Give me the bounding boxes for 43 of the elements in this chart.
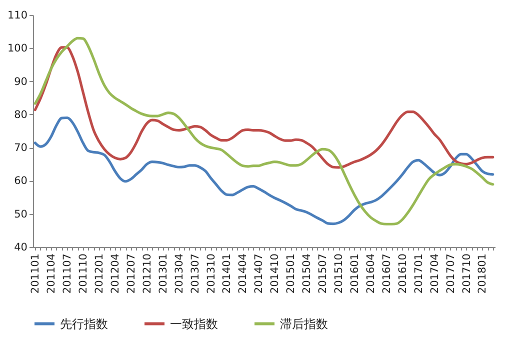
x-tick-label: 201307 — [189, 254, 202, 294]
x-tick-label: 201504 — [301, 253, 314, 294]
y-tick-label: 80 — [14, 108, 28, 121]
x-tick-label: 201201 — [94, 254, 106, 294]
x-tick-label: 201110 — [78, 254, 90, 294]
y-tick-label: 110 — [7, 10, 28, 22]
x-tick-label: 201501 — [285, 254, 298, 294]
line-series — [34, 116, 494, 226]
x-tick-label: 201407 — [253, 254, 266, 294]
x-tick-label: 201610 — [396, 254, 409, 294]
x-tick-label: 201107 — [62, 254, 74, 294]
x-tick-label: 201404 — [237, 253, 250, 294]
x-tick-label: 201101 — [30, 254, 42, 294]
x-tick-label: 201707 — [444, 254, 457, 294]
x-tick-label: 201204 — [109, 253, 122, 294]
x-tick-label: 201304 — [173, 253, 186, 294]
line-series — [34, 36, 494, 226]
x-tick-label: 201410 — [269, 254, 282, 294]
x-tick-label: 201701 — [412, 254, 425, 294]
y-tick-label: 50 — [14, 208, 28, 220]
x-tick-label: 201710 — [460, 254, 473, 294]
x-tick-label: 201507 — [317, 254, 330, 294]
x-tick-label: 201510 — [333, 254, 346, 294]
x-tick-label: 201207 — [125, 254, 138, 294]
x-tick-label: 201301 — [157, 254, 170, 294]
y-tick-label: 40 — [14, 242, 28, 254]
legend-label: 滞后指数 — [280, 316, 328, 331]
legend-label: 先行指数 — [60, 316, 108, 331]
x-tick-label: 201601 — [348, 254, 361, 294]
legend-label: 一致指数 — [170, 316, 218, 331]
y-tick-label: 90 — [14, 76, 28, 88]
x-tick-label: 201310 — [205, 254, 218, 294]
line-series — [34, 46, 494, 169]
x-tick-label: 201801 — [476, 254, 489, 294]
x-tick-label: 201604 — [364, 253, 377, 294]
x-tick-label: 201607 — [380, 254, 393, 294]
y-tick-label: 70 — [14, 142, 28, 154]
x-tick-label: 201104 — [46, 253, 58, 294]
x-tick-label: 201704 — [428, 253, 441, 294]
y-tick-label: 100 — [7, 42, 28, 55]
x-tick-label: 201210 — [141, 254, 154, 294]
x-tick-label: 201401 — [221, 254, 234, 294]
y-tick-label: 60 — [14, 175, 28, 188]
